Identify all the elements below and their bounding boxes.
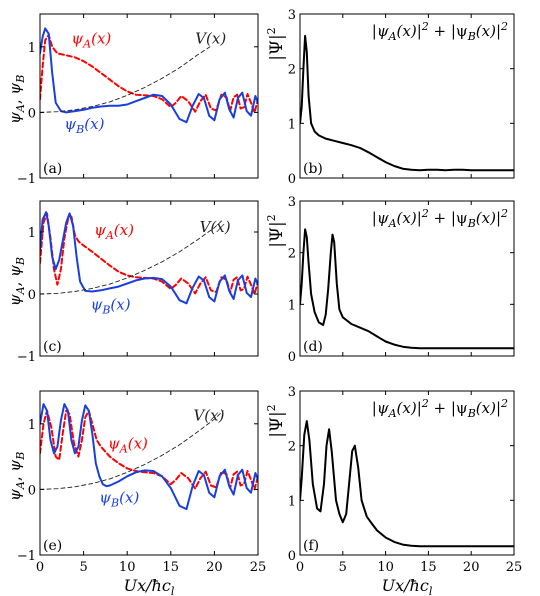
curve-annotation: V(x) bbox=[200, 218, 231, 236]
y-tick-label: 3 bbox=[288, 8, 296, 23]
x-tick-label: 15 bbox=[420, 560, 437, 575]
curve-annotation: V(x) bbox=[193, 407, 224, 425]
y-axis-label: ψA, ψB bbox=[6, 257, 27, 306]
y-axis-label: |Ψ|2 bbox=[265, 214, 287, 247]
x-axis-label: Ux/ħcl bbox=[382, 576, 433, 596]
legend-formula: |ψA(x)|2 + |ψB(x)|2 bbox=[372, 397, 508, 420]
y-tick-label: 1 bbox=[288, 494, 296, 509]
x-tick-label: 25 bbox=[250, 560, 267, 575]
chart-panel-3: −1 0 1 (c) ψA, ψB ψA(x) ψB(x) V(x) bbox=[6, 200, 259, 365]
x-tick-label: 20 bbox=[206, 560, 223, 575]
chart-panel-6: 0 1 2 3 0 5 10 15 20 25 (f) |Ψ|2 Ux/ħcl |ψA(x)|2 + |ψ… bbox=[265, 385, 522, 596]
series-line-vx bbox=[40, 46, 211, 113]
series-line-bx bbox=[40, 403, 258, 511]
panel-label: (d) bbox=[303, 339, 323, 355]
y-tick-label: 0 bbox=[288, 350, 296, 365]
y-tick-label: 0 bbox=[288, 172, 296, 187]
y-tick-label: 2 bbox=[288, 440, 296, 455]
axes-frame bbox=[299, 390, 515, 556]
axes-frame bbox=[39, 13, 259, 179]
axes-frame bbox=[39, 200, 259, 357]
x-tick-label: 10 bbox=[377, 560, 394, 575]
series-line-ax bbox=[40, 409, 258, 491]
y-axis-label: |Ψ|2 bbox=[265, 27, 287, 60]
series-line-density bbox=[300, 228, 514, 350]
panel-label: (e) bbox=[43, 538, 62, 554]
y-tick-label: 1 bbox=[28, 418, 36, 433]
y-tick-label: −1 bbox=[17, 350, 36, 365]
y-tick-label: 0 bbox=[28, 483, 36, 498]
y-tick-label: 3 bbox=[288, 195, 296, 210]
y-tick-label: 0 bbox=[28, 288, 36, 303]
series-line-vx bbox=[40, 219, 224, 295]
curve-annotation: ψB(x) bbox=[91, 296, 131, 317]
y-tick-label: 1 bbox=[288, 117, 296, 132]
curve-annotation: ψA(x) bbox=[108, 435, 148, 456]
y-tick-label: 0 bbox=[288, 549, 296, 564]
series-line-vx bbox=[40, 410, 224, 490]
x-tick-label: 0 bbox=[296, 560, 304, 575]
x-tick-label: 5 bbox=[79, 560, 87, 575]
x-axis-label: Ux/ħcl bbox=[124, 576, 175, 596]
y-tick-label: 2 bbox=[288, 63, 296, 78]
panel-label: (c) bbox=[43, 339, 62, 355]
axes-frame bbox=[299, 200, 515, 357]
curve-annotation: ψB(x) bbox=[64, 115, 104, 136]
x-tick-label: 0 bbox=[36, 560, 44, 575]
chart-panel-4: 0 1 2 3 (d) |Ψ|2 |ψA(x)|2 + |ψB(x)|2 bbox=[265, 195, 515, 365]
axes-frame bbox=[39, 390, 259, 556]
legend-formula: |ψA(x)|2 + |ψB(x)|2 bbox=[372, 20, 508, 43]
x-tick-label: 20 bbox=[463, 560, 480, 575]
curve-annotation: ψB(x) bbox=[99, 489, 139, 510]
chart-panel-1: −1 0 1 (a) ψA, ψB ψA(x) ψB(x) V(x) bbox=[6, 13, 259, 187]
chart-panel-2: 0 1 2 3 (b) |Ψ|2 |ψA(x)|2 + |ψB(x)|2 bbox=[265, 8, 515, 187]
y-axis-label: ψA, ψB bbox=[6, 75, 27, 124]
y-tick-label: −1 bbox=[17, 549, 36, 564]
x-tick-label: 25 bbox=[506, 560, 523, 575]
y-tick-label: 1 bbox=[288, 298, 296, 313]
series-line-bx bbox=[40, 211, 258, 305]
y-tick-label: −1 bbox=[17, 172, 36, 187]
panel-label: (b) bbox=[303, 161, 323, 177]
curve-annotation: ψA(x) bbox=[71, 30, 111, 51]
legend-formula: |ψA(x)|2 + |ψB(x)|2 bbox=[372, 207, 508, 230]
series-line-ax bbox=[40, 212, 258, 295]
panel-label: (f) bbox=[303, 538, 319, 554]
y-axis-label: ψA, ψB bbox=[6, 452, 27, 501]
y-axis-label: |Ψ|2 bbox=[265, 404, 287, 437]
y-tick-label: 0 bbox=[28, 106, 36, 121]
y-tick-label: 1 bbox=[28, 226, 36, 241]
series-line-ax bbox=[40, 34, 258, 114]
y-tick-label: 2 bbox=[288, 247, 296, 262]
series-line-density bbox=[300, 34, 514, 172]
y-tick-label: 1 bbox=[28, 41, 36, 56]
x-tick-label: 10 bbox=[119, 560, 136, 575]
x-tick-label: 15 bbox=[163, 560, 180, 575]
y-tick-label: 3 bbox=[288, 385, 296, 400]
axes-frame bbox=[299, 13, 515, 179]
x-tick-label: 5 bbox=[339, 560, 347, 575]
curve-annotation: ψA(x) bbox=[94, 221, 134, 242]
series-line-density bbox=[300, 420, 514, 548]
panel-label: (a) bbox=[43, 161, 62, 177]
curve-annotation: V(x) bbox=[195, 30, 226, 48]
